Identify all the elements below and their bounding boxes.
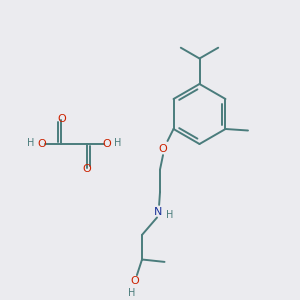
Text: H: H xyxy=(166,209,174,220)
Text: N: N xyxy=(154,206,163,217)
Text: O: O xyxy=(130,276,139,286)
Text: O: O xyxy=(102,139,111,149)
Text: O: O xyxy=(82,164,91,175)
Text: H: H xyxy=(128,287,135,298)
Text: H: H xyxy=(114,138,121,148)
Text: H: H xyxy=(27,138,34,148)
Text: O: O xyxy=(37,139,46,149)
Text: O: O xyxy=(159,143,167,154)
Text: O: O xyxy=(57,113,66,124)
